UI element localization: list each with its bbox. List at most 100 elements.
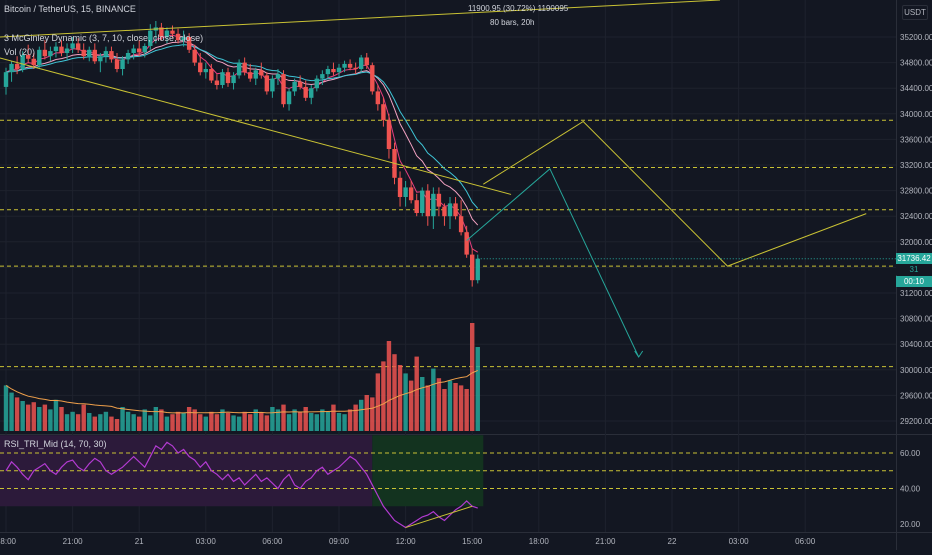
candle-body — [475, 258, 480, 281]
volume-bar — [242, 411, 247, 431]
indicator-mcginley-label[interactable]: 3 McGinley Dynamic (3, 7, 10, close, clo… — [4, 33, 204, 43]
candle-body — [259, 70, 264, 76]
candle-body — [170, 30, 175, 34]
candle-body — [186, 37, 192, 50]
candle-body — [331, 69, 336, 73]
volume-bar — [175, 411, 181, 431]
volume-bar — [64, 414, 70, 431]
volume-bar — [442, 389, 447, 431]
volume-bar — [408, 380, 414, 431]
candle-body — [458, 216, 464, 233]
candle-body — [442, 206, 447, 217]
volume-bar — [3, 385, 9, 431]
rsi-divergence-line — [405, 505, 473, 529]
candle-body — [198, 62, 203, 73]
volume-bar — [470, 323, 475, 431]
volume-bar — [375, 373, 381, 431]
time-tick-label: 21:00 — [63, 537, 84, 546]
candle-body — [353, 67, 358, 69]
last-price-tag: 31736.42 — [896, 253, 932, 264]
volume-bar — [320, 409, 325, 431]
volume-bar — [75, 414, 81, 431]
candle-body — [142, 45, 147, 53]
rsi-tick-label: 20.00 — [900, 520, 921, 529]
volume-bar — [431, 368, 436, 431]
candle-body — [48, 51, 53, 57]
candle-body — [447, 203, 453, 217]
projection-path-yellow — [483, 120, 867, 267]
volume-bar — [98, 414, 103, 431]
volume-bar — [370, 397, 375, 431]
candle-body — [59, 46, 64, 53]
volume-bar — [364, 395, 369, 431]
candle-body — [131, 48, 136, 53]
measure-bars: 80 bars, 20h — [490, 18, 535, 27]
volume-bar — [186, 407, 192, 431]
price-tick-label: 32800.00 — [900, 187, 932, 196]
volume-bar — [31, 402, 36, 431]
currency-button[interactable]: USDT — [902, 5, 928, 20]
time-tick-label: 22 — [668, 537, 677, 546]
volume-bar — [53, 399, 59, 431]
volume-bar — [270, 407, 275, 431]
time-tick-label: 18:00 — [0, 537, 17, 546]
volume-bar — [420, 377, 425, 431]
price-tick-label: 29200.00 — [900, 417, 932, 426]
candle-body — [314, 78, 319, 89]
countdown-tag: 00:10 — [896, 276, 932, 287]
price-tick-label: 30000.00 — [900, 366, 932, 375]
candle-body — [436, 193, 442, 207]
volume-bar — [359, 399, 364, 431]
volume-bar — [125, 411, 131, 431]
volume-bar — [331, 404, 336, 431]
volume-bar — [248, 414, 253, 431]
indicator-rsi-label[interactable]: RSI_TRI_Mid (14, 70, 30) — [4, 439, 107, 449]
time-tick-label: 12:00 — [396, 537, 417, 546]
volume-bar — [37, 407, 42, 431]
time-tick-label: 18:00 — [529, 537, 550, 546]
symbol-title[interactable]: Bitcoin / TetherUS, 15, BINANCE — [4, 4, 136, 14]
volume-bar — [253, 409, 258, 431]
time-tick-label: 09:00 — [329, 537, 350, 546]
candle-body — [470, 254, 475, 281]
volume-bar — [14, 397, 20, 431]
volume-bar — [447, 380, 453, 431]
candle-body — [220, 72, 225, 85]
volume-bar — [170, 414, 175, 431]
candle-body — [3, 72, 9, 87]
candle-body — [92, 49, 97, 62]
volume-bar — [148, 415, 153, 431]
volume-bar — [103, 411, 109, 431]
volume-bar — [87, 413, 92, 431]
candle-body — [37, 49, 42, 66]
candle-body — [109, 51, 114, 60]
price-tick-label: 30800.00 — [900, 315, 932, 324]
candle-body — [214, 80, 220, 85]
price-tick-label: 29600.00 — [900, 391, 932, 400]
volume-bar — [142, 409, 147, 431]
volume-bar — [453, 383, 458, 431]
candle-body — [264, 75, 270, 92]
volume-bar — [314, 414, 319, 431]
volume-bar — [20, 401, 25, 431]
volume-bar — [81, 404, 86, 431]
volume-bar — [275, 409, 281, 431]
price-tick-label: 32000.00 — [900, 238, 932, 247]
volume-bar — [259, 413, 264, 431]
candle-body — [225, 72, 231, 84]
candle-body — [164, 30, 170, 37]
candle-body — [408, 187, 414, 201]
volume-bar — [109, 416, 114, 431]
volume-bar — [153, 407, 159, 431]
volume-bar — [353, 404, 358, 431]
candle-body — [98, 56, 103, 62]
volume-bar — [225, 413, 231, 431]
candle-body — [64, 48, 70, 53]
indicator-volume-label[interactable]: Vol (20) — [4, 47, 36, 57]
candle-body — [292, 81, 297, 92]
time-tick-label: 03:00 — [196, 537, 217, 546]
volume-bar — [137, 416, 142, 431]
candle-body — [370, 65, 375, 92]
